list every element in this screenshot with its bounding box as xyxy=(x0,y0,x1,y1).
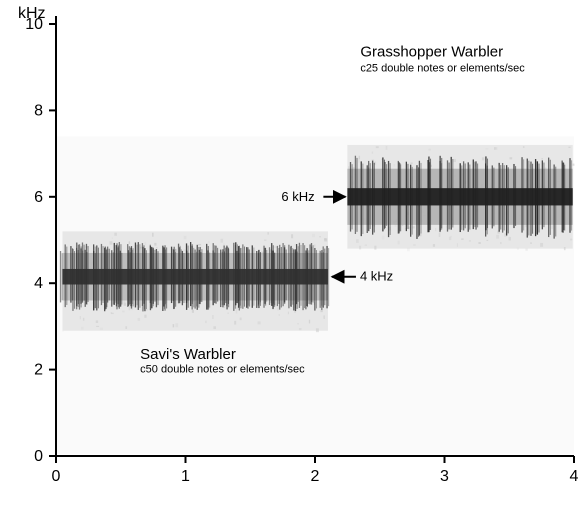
x-tick-label: 1 xyxy=(181,468,190,485)
callout-4khz-label: 4 kHz xyxy=(360,269,393,284)
x-tick-label: 2 xyxy=(311,468,320,485)
spectrogram-savi xyxy=(61,231,329,332)
savi-subtitle: c50 double notes or elements/sec xyxy=(140,364,305,376)
y-tick-label: 8 xyxy=(34,102,43,119)
spectrogram xyxy=(56,136,574,454)
grasshopper-subtitle: c25 double notes or elements/sec xyxy=(360,63,525,75)
spectrogram-grasshopper xyxy=(347,145,574,251)
x-tick-label: 0 xyxy=(52,468,61,485)
x-tick-label: 4 xyxy=(570,468,578,485)
callout-6khz-label: 6 kHz xyxy=(281,189,314,204)
y-tick-label: 2 xyxy=(34,362,43,379)
grasshopper-title: Grasshopper Warbler xyxy=(360,43,503,60)
x-tick-label: 3 xyxy=(440,468,449,485)
savi-title: Savi's Warbler xyxy=(140,346,236,363)
y-tick-label: 4 xyxy=(34,275,43,292)
y-tick-label: 0 xyxy=(34,448,43,465)
y-tick-label: 6 xyxy=(34,189,43,206)
y-axis-label: kHz xyxy=(18,5,46,22)
